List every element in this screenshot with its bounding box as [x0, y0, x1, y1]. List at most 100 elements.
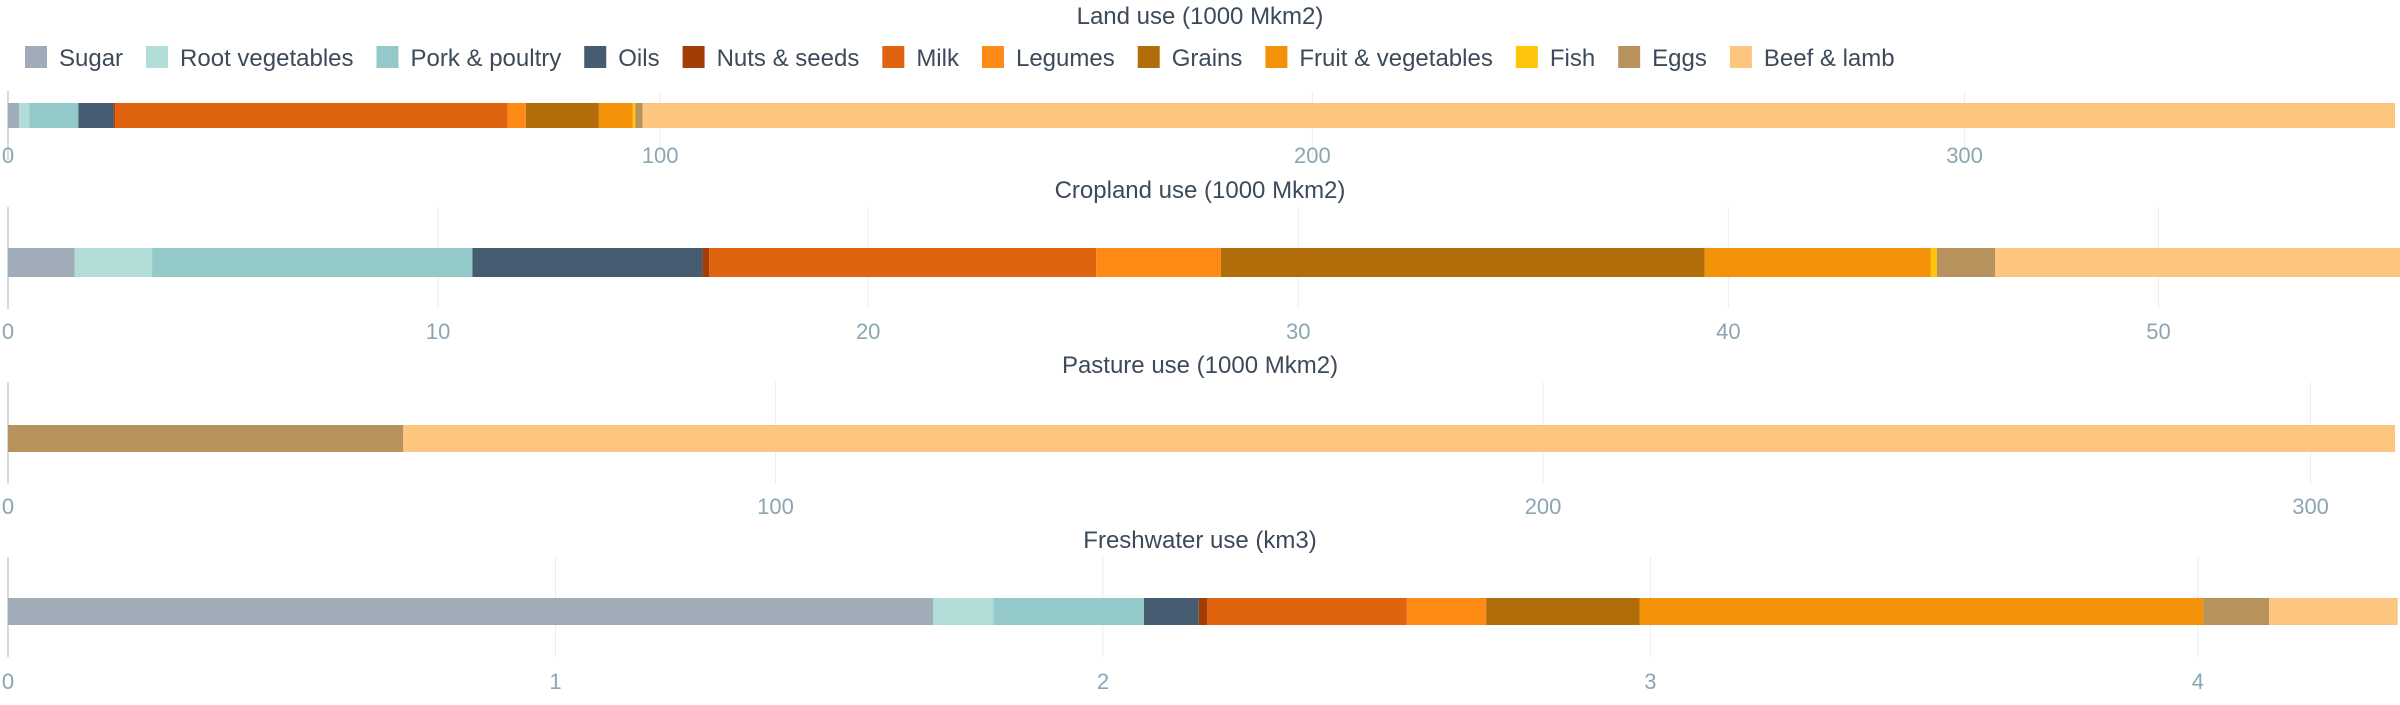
tick-label: 30: [1286, 319, 1310, 344]
bar-segment-legumes[interactable]: [1406, 598, 1487, 625]
bar-segment-nuts-and-seeds[interactable]: [1198, 598, 1207, 625]
legend-swatch: [146, 46, 169, 68]
tick-label: 20: [856, 319, 880, 344]
bar-segment-sugar[interactable]: [8, 248, 75, 277]
bar-segment-eggs[interactable]: [635, 103, 643, 128]
bar-segment-fruit-and-vegetables[interactable]: [1639, 598, 2204, 625]
tick-label: 2: [1097, 669, 1109, 694]
legend-label: Fish: [1550, 45, 1595, 72]
legend-label: Grains: [1172, 45, 1243, 72]
bar-segment-oils[interactable]: [472, 248, 703, 277]
legend-item-beef-and-lamb[interactable]: Beef & lamb: [1729, 45, 1895, 72]
bar-segment-oils[interactable]: [1144, 598, 1199, 625]
bar-segment-beef-and-lamb[interactable]: [642, 103, 2395, 128]
legend-swatch: [1265, 46, 1288, 68]
bar-segment-root-vegetables[interactable]: [74, 248, 153, 277]
panel-land-use: Land use (1000 Mkm2) 0 100 200 300: [2, 3, 2395, 168]
tick-label: 200: [1525, 494, 1562, 519]
panel-title: Cropland use (1000 Mkm2): [1055, 177, 1346, 204]
tick-label: 0: [2, 319, 14, 344]
bar-segment-pork-and-poultry[interactable]: [993, 598, 1145, 625]
legend-swatch: [1618, 46, 1641, 68]
bar-segment-oils[interactable]: [78, 103, 114, 128]
bar-segment-grains[interactable]: [1220, 248, 1705, 277]
legend-label: Oils: [618, 45, 659, 72]
legend-swatch: [1137, 46, 1160, 68]
legend-item-fruit-and-vegetables[interactable]: Fruit & vegetables: [1265, 45, 1493, 72]
tick-label: 1: [549, 669, 561, 694]
legend-item-pork-and-poultry[interactable]: Pork & poultry: [376, 45, 562, 72]
bar-segment-milk[interactable]: [114, 103, 508, 128]
tick-label: 0: [2, 143, 14, 168]
bar-segment-eggs[interactable]: [8, 425, 404, 452]
panel-title: Land use (1000 Mkm2): [1077, 3, 1324, 30]
legend-swatch: [584, 46, 607, 68]
legend-item-grains[interactable]: Grains: [1137, 45, 1243, 72]
bar-segment-fruit-and-vegetables[interactable]: [598, 103, 633, 128]
legend-label: Milk: [916, 45, 960, 72]
bar-segment-pork-and-poultry[interactable]: [29, 103, 79, 128]
panel-title: Pasture use (1000 Mkm2): [1062, 352, 1338, 379]
legend-item-fish[interactable]: Fish: [1515, 45, 1595, 72]
bar-segment-grains[interactable]: [525, 103, 599, 128]
legend-swatch: [25, 46, 47, 68]
bar-segment-root-vegetables[interactable]: [933, 598, 994, 625]
legend-swatch: [1515, 46, 1538, 68]
legend-label: Fruit & vegetables: [1299, 45, 1492, 72]
bar-segment-sugar[interactable]: [8, 598, 934, 625]
legend-swatch: [376, 46, 399, 68]
legend-item-milk[interactable]: Milk: [882, 45, 960, 72]
bar-segment-fish[interactable]: [632, 103, 636, 128]
panel-title: Freshwater use (km3): [1083, 527, 1316, 554]
tick-label: 40: [1716, 319, 1740, 344]
bar-segment-legumes[interactable]: [507, 103, 526, 128]
tick-label: 100: [642, 143, 679, 168]
legend-swatch: [682, 46, 705, 68]
legend-swatch: [981, 46, 1004, 68]
tick-label: 100: [757, 494, 794, 519]
bar-segment-grains[interactable]: [1486, 598, 1640, 625]
legend-item-oils[interactable]: Oils: [584, 45, 660, 72]
legend-item-legumes[interactable]: Legumes: [981, 45, 1115, 72]
tick-label: 200: [1294, 143, 1331, 168]
legend-label: Eggs: [1652, 45, 1707, 72]
bar-segment-beef-and-lamb[interactable]: [403, 425, 2396, 452]
bar-segment-legumes[interactable]: [1096, 248, 1221, 277]
bar-segment-pork-and-poultry[interactable]: [152, 248, 473, 277]
bar-segment-sugar[interactable]: [8, 103, 20, 128]
panel-cropland-use: Cropland use (1000 Mkm2) 0 10 20 30 40 50: [2, 177, 2400, 344]
legend-item-nuts-and-seeds[interactable]: Nuts & seeds: [682, 45, 860, 72]
legend: Sugar Root vegetables Pork & poultry Oils Nu…: [25, 45, 1895, 72]
bar-segment-eggs[interactable]: [1936, 248, 1996, 277]
tick-label: 0: [2, 669, 14, 694]
bar-segment-beef-and-lamb[interactable]: [1995, 248, 2400, 277]
legend-label: Legumes: [1016, 45, 1115, 72]
bar-segment-root-vegetables[interactable]: [19, 103, 30, 128]
tick-label: 300: [2292, 494, 2329, 519]
legend-label: Nuts & seeds: [717, 45, 860, 72]
bar-segment-fruit-and-vegetables[interactable]: [1704, 248, 1931, 277]
bar-segment-eggs[interactable]: [2203, 598, 2270, 625]
bar-segment-nuts-and-seeds[interactable]: [113, 103, 115, 128]
bar-segment-beef-and-lamb[interactable]: [2269, 598, 2398, 625]
legend-label: Pork & poultry: [411, 45, 562, 72]
panel-freshwater-use: Freshwater use (km3) 0 1 2 3 4: [2, 527, 2398, 694]
tick-label: 0: [2, 494, 14, 519]
legend-swatch: [1729, 46, 1752, 68]
bar-segment-nuts-and-seeds[interactable]: [702, 248, 710, 277]
tick-label: 4: [2192, 669, 2204, 694]
bar-segment-fish[interactable]: [1930, 248, 1937, 277]
legend-item-sugar[interactable]: Sugar: [25, 45, 123, 72]
bar-segment-milk[interactable]: [1206, 598, 1407, 625]
tick-label: 50: [2146, 319, 2170, 344]
legend-label: Beef & lamb: [1764, 45, 1895, 72]
tick-label: 300: [1946, 143, 1983, 168]
bar-segment-milk[interactable]: [709, 248, 1097, 277]
legend-item-eggs[interactable]: Eggs: [1618, 45, 1707, 72]
tick-label: 3: [1644, 669, 1656, 694]
legend-item-root-vegetables[interactable]: Root vegetables: [146, 45, 354, 72]
legend-label: Sugar: [59, 45, 123, 72]
